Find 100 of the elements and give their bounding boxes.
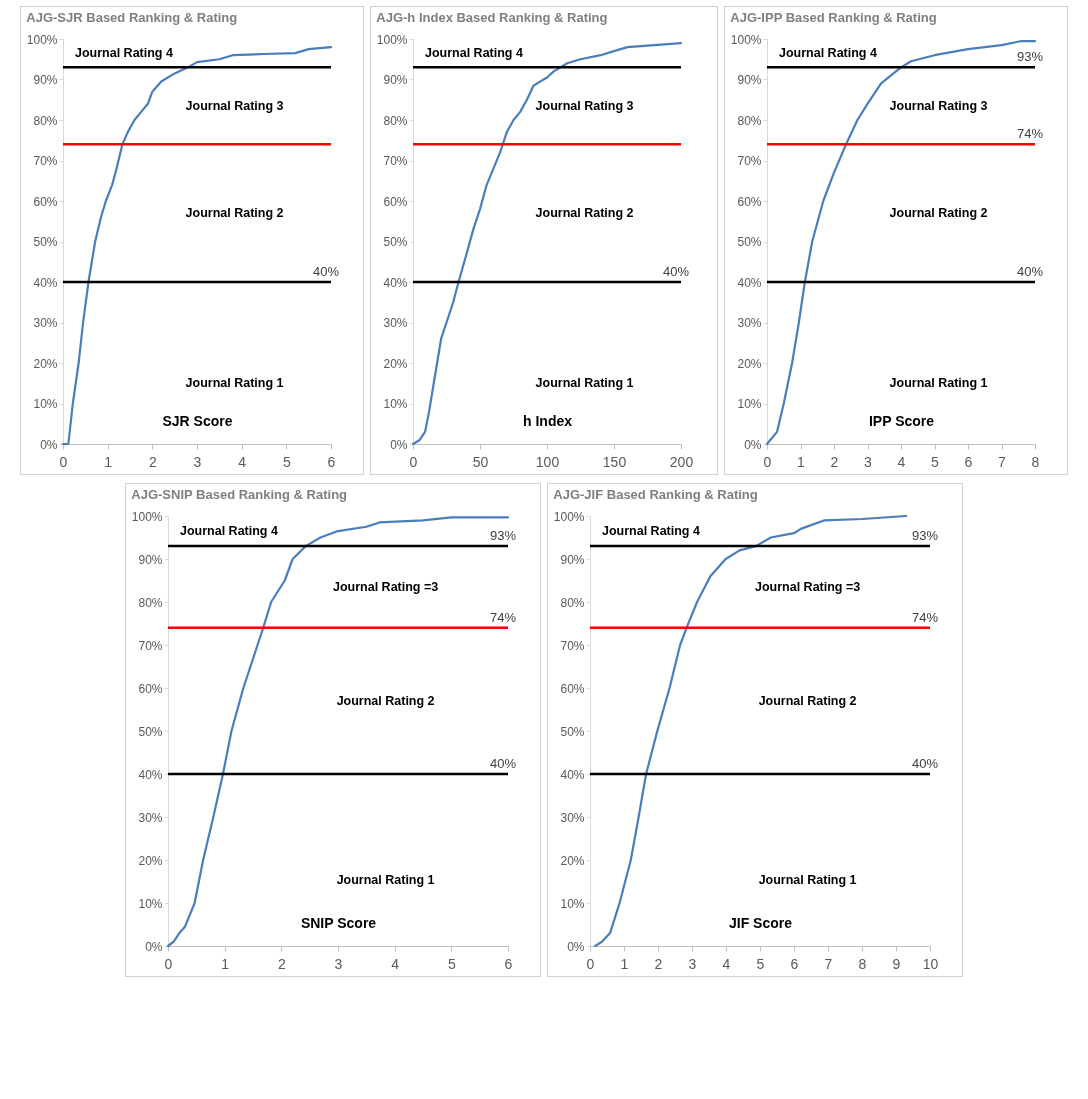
y-tick-label: 70% [737, 154, 762, 168]
annotation: Journal Rating =3 [754, 579, 861, 594]
ref-line-label: 93% [1016, 49, 1044, 65]
x-axis-title: h Index [522, 412, 573, 429]
y-tick-label: 50% [138, 724, 163, 739]
y-tick-label: 70% [560, 638, 585, 653]
x-tick-label: 4 [897, 453, 906, 470]
y-tick-label: 90% [138, 552, 163, 567]
x-tick-label: 0 [763, 453, 772, 470]
annotation: Journal Rating 4 [602, 524, 700, 539]
ref-line-label: 40% [312, 264, 340, 279]
x-tick-label: 2 [148, 453, 157, 470]
annotation: Journal Rating 2 [758, 693, 857, 708]
line-series [594, 514, 908, 948]
y-tick-label: 0% [744, 437, 762, 452]
x-tick-label: 2 [277, 955, 286, 972]
annotation: Journal Rating 3 [185, 98, 284, 113]
x-tick-label: 8 [858, 955, 867, 972]
annotation: Journal Rating 3 [535, 98, 634, 113]
x-tick-label: 5 [931, 453, 940, 470]
y-tick-label: 100% [131, 509, 163, 524]
y-tick-label: 100% [26, 32, 58, 47]
ref-line-label: 93% [489, 528, 517, 544]
y-tick-label: 40% [737, 275, 762, 290]
annotation: Journal Rating 2 [336, 693, 435, 708]
y-tick-label: 80% [138, 595, 163, 610]
x-tick-label: 2 [654, 955, 663, 972]
ref-line-label: 74% [911, 609, 939, 625]
y-tick-label: 10% [138, 896, 163, 911]
chart-title: AJG-SNIP Based Ranking & Rating [131, 487, 348, 502]
y-tick-label: 90% [560, 552, 585, 567]
x-tick-label: 6 [964, 453, 973, 470]
x-tick-label: 3 [688, 955, 697, 972]
x-axis-title: SNIP Score [300, 914, 377, 931]
annotation: Journal Rating 1 [185, 376, 284, 390]
y-tick-label: 40% [560, 767, 585, 782]
annotation: Journal Rating 3 [889, 98, 988, 113]
y-tick-label: 20% [737, 356, 762, 371]
x-tick-label: 6 [504, 955, 513, 972]
chart-title: AJG-h Index Based Ranking & Rating [376, 10, 608, 25]
x-tick-label: 1 [620, 955, 629, 972]
x-tick-label: 3 [334, 955, 343, 972]
y-tick-label: 100% [376, 32, 408, 47]
x-tick-label: 5 [447, 955, 456, 972]
x-tick-label: 2 [830, 453, 839, 470]
chart-title: AJG-IPP Based Ranking & Rating [730, 10, 937, 25]
y-tick-label: 10% [33, 397, 58, 411]
y-tick-label: 50% [33, 235, 58, 249]
annotation: Journal Rating 2 [535, 206, 634, 221]
y-tick-label: 90% [33, 73, 58, 87]
x-tick-label: 1 [797, 453, 806, 470]
x-tick-label: 200 [669, 453, 694, 470]
x-tick-label: 10 [922, 955, 939, 972]
x-tick-label: 3 [864, 453, 873, 470]
y-tick-label: 60% [383, 194, 408, 209]
x-tick-label: 1 [221, 955, 230, 972]
annotation: Journal Rating 4 [75, 46, 173, 61]
y-tick-label: 70% [383, 154, 408, 168]
annotation: Journal Rating =3 [332, 579, 439, 594]
y-tick-label: 50% [560, 724, 585, 739]
y-tick-label: 90% [737, 73, 762, 87]
ref-line-label: 93% [911, 528, 939, 544]
annotation: Journal Rating 2 [889, 206, 988, 221]
x-tick-label: 9 [892, 955, 901, 972]
x-tick-label: 50 [472, 453, 489, 470]
x-axis-title: IPP Score [868, 412, 935, 429]
x-tick-label: 0 [409, 453, 418, 470]
y-tick-label: 70% [138, 638, 163, 653]
y-tick-label: 30% [33, 316, 58, 330]
y-tick-label: 40% [383, 275, 408, 290]
annotation: Journal Rating 1 [336, 873, 435, 887]
y-tick-label: 0% [390, 437, 408, 452]
y-tick-label: 10% [560, 896, 585, 911]
y-tick-label: 40% [138, 767, 163, 782]
annotation: Journal Rating 4 [425, 46, 523, 61]
x-tick-label: 5 [282, 453, 291, 470]
chart-title: AJG-JIF Based Ranking & Rating [553, 487, 758, 502]
y-tick-label: 60% [138, 681, 163, 696]
y-tick-label: 80% [560, 595, 585, 610]
x-tick-label: 100 [535, 453, 560, 470]
ref-line-label: 40% [489, 756, 517, 771]
annotation: Journal Rating 1 [889, 376, 988, 390]
y-tick-label: 20% [383, 356, 408, 371]
y-tick-label: 30% [383, 316, 408, 330]
x-tick-label: 5 [756, 955, 765, 972]
y-tick-label: 40% [33, 275, 58, 290]
y-tick-label: 0% [567, 939, 585, 954]
x-tick-label: 4 [722, 955, 731, 972]
y-tick-label: 20% [33, 356, 58, 371]
y-tick-label: 50% [383, 235, 408, 249]
x-tick-label: 4 [391, 955, 400, 972]
y-tick-label: 50% [737, 235, 762, 249]
x-axis-title: SJR Score [162, 412, 233, 429]
y-tick-label: 0% [40, 437, 58, 452]
x-tick-label: 8 [1031, 453, 1040, 470]
x-tick-label: 0 [164, 955, 173, 972]
y-tick-label: 80% [383, 113, 408, 128]
x-tick-label: 1 [104, 453, 113, 470]
y-tick-label: 60% [560, 681, 585, 696]
ref-line-label: 74% [489, 609, 517, 625]
